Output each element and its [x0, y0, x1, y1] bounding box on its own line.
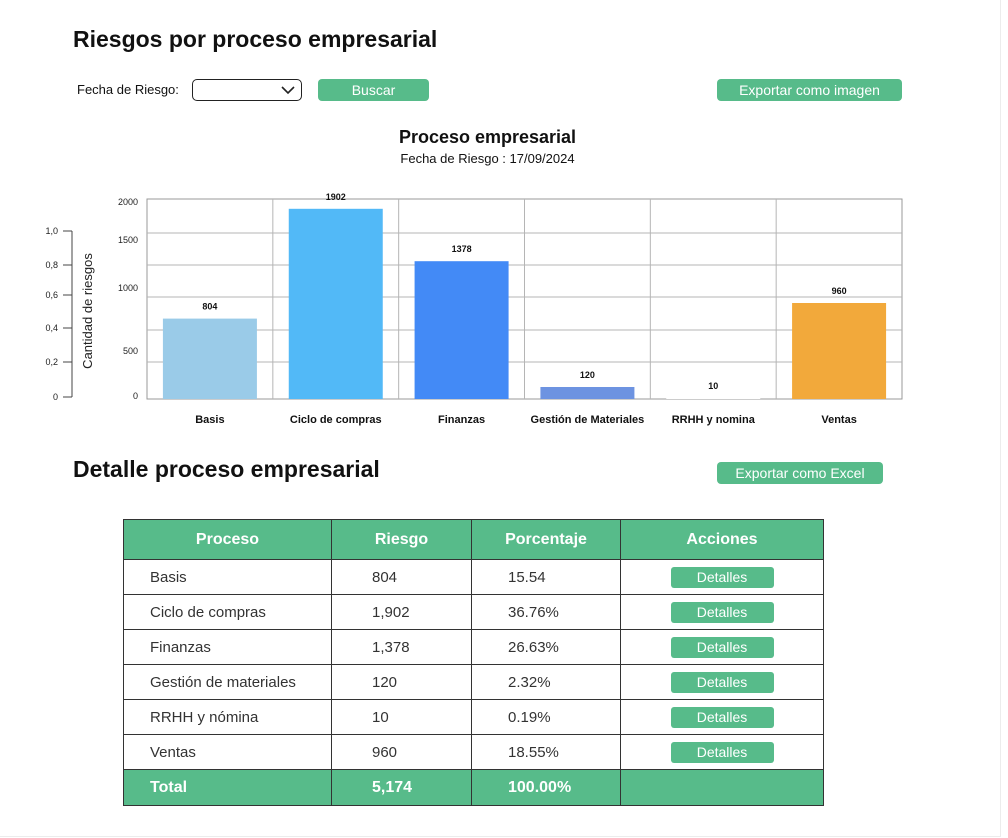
- y-tick-label: 1000: [118, 283, 138, 293]
- detail-table: Proceso Riesgo Porcentaje Acciones Basis…: [123, 519, 824, 806]
- y-axis-label: Cantidad de riesgos: [80, 253, 95, 369]
- cell-porcentaje: 15.54: [471, 559, 621, 595]
- cell-riesgo: 1,378: [331, 629, 472, 665]
- detalles-button[interactable]: Detalles: [670, 601, 774, 623]
- total-acciones: [620, 769, 824, 806]
- table-row: Ciclo de compras 1,902 36.76% Detalles: [123, 594, 824, 630]
- cell-porcentaje: 18.55%: [471, 734, 621, 770]
- cell-riesgo: 10: [331, 699, 472, 735]
- y-tick-label: 1500: [118, 235, 138, 245]
- bar: [162, 318, 257, 399]
- cell-acciones: Detalles: [620, 559, 824, 595]
- x-tick-label: Basis: [195, 414, 224, 426]
- cell-proceso: RRHH y nómina: [123, 699, 332, 735]
- total-label: Total: [123, 769, 332, 806]
- chart-title: Proceso empresarial: [398, 127, 577, 147]
- cell-proceso: Finanzas: [123, 629, 332, 665]
- cell-riesgo: 960: [331, 734, 472, 770]
- cell-proceso: Ventas: [123, 734, 332, 770]
- search-button[interactable]: Buscar: [318, 79, 429, 101]
- secondary-y-tick-label: 0,6: [45, 290, 58, 300]
- cell-proceso: Basis: [123, 559, 332, 595]
- header-porcentaje: Porcentaje: [471, 519, 621, 560]
- table-row: Ventas 960 18.55% Detalles: [123, 734, 824, 770]
- chevron-down-icon: [281, 86, 295, 95]
- cell-porcentaje: 2.32%: [471, 664, 621, 700]
- detail-title: Detalle proceso empresarial: [73, 456, 380, 482]
- bar-value-label: 1902: [326, 192, 346, 202]
- bar-chart: 2000 1500 1000 500 0 1,0 0,8 0,6 0,4 0,2 0 Cantidad…: [45, 192, 903, 426]
- y-tick-label: 0: [133, 391, 138, 401]
- x-tick-label: RRHH y nomina: [672, 414, 756, 426]
- x-tick-label: Ventas: [821, 414, 856, 426]
- detalles-button[interactable]: Detalles: [670, 741, 774, 763]
- total-porcentaje: 100.00%: [471, 769, 621, 806]
- cell-acciones: Detalles: [620, 594, 824, 630]
- table-header-row: Proceso Riesgo Porcentaje Acciones: [123, 519, 824, 560]
- table-row: Finanzas 1,378 26.63% Detalles: [123, 629, 824, 665]
- table-row: Basis 804 15.54 Detalles: [123, 559, 824, 595]
- bar: [666, 398, 761, 399]
- date-filter-label: Fecha de Riesgo:: [77, 82, 179, 97]
- cell-acciones: Detalles: [620, 629, 824, 665]
- table-total-row: Total 5,174 100.00%: [123, 769, 824, 806]
- date-select[interactable]: [192, 79, 302, 101]
- bar-value-label: 1378: [452, 244, 472, 254]
- x-tick-label: Finanzas: [438, 414, 485, 426]
- detalles-button[interactable]: Detalles: [670, 566, 774, 588]
- bar: [540, 387, 635, 399]
- header-proceso: Proceso: [123, 519, 332, 560]
- bar: [792, 303, 887, 399]
- header-acciones: Acciones: [620, 519, 824, 560]
- cell-proceso: Ciclo de compras: [123, 594, 332, 630]
- export-image-button[interactable]: Exportar como imagen: [717, 79, 902, 101]
- secondary-y-tick-label: 0,8: [45, 260, 58, 270]
- detalles-button[interactable]: Detalles: [670, 706, 774, 728]
- header-riesgo: Riesgo: [331, 519, 472, 560]
- cell-acciones: Detalles: [620, 734, 824, 770]
- chart-subtitle: Fecha de Riesgo : 17/09/2024: [400, 151, 575, 166]
- cell-riesgo: 120: [331, 664, 472, 700]
- bar-value-label: 10: [708, 381, 718, 391]
- bar: [288, 208, 383, 399]
- bar-value-label: 804: [202, 302, 217, 312]
- detalles-button[interactable]: Detalles: [670, 671, 774, 693]
- secondary-y-tick-label: 0: [53, 392, 58, 402]
- secondary-y-tick-label: 0,2: [45, 357, 58, 367]
- cell-porcentaje: 26.63%: [471, 629, 621, 665]
- bar: [414, 261, 509, 399]
- page-title: Riesgos por proceso empresarial: [73, 26, 438, 52]
- y-tick-label: 500: [123, 346, 138, 356]
- cell-acciones: Detalles: [620, 664, 824, 700]
- cell-riesgo: 804: [331, 559, 472, 595]
- secondary-y-tick-label: 0,4: [45, 323, 58, 333]
- x-tick-label: Gestión de Materiales: [531, 414, 645, 426]
- y-tick-label: 2000: [118, 197, 138, 207]
- cell-riesgo: 1,902: [331, 594, 472, 630]
- secondary-y-tick-label: 1,0: [45, 226, 58, 236]
- bar-value-label: 120: [580, 370, 595, 380]
- table-row: RRHH y nómina 10 0.19% Detalles: [123, 699, 824, 735]
- bar-value-label: 960: [832, 286, 847, 296]
- table-row: Gestión de materiales 120 2.32% Detalles: [123, 664, 824, 700]
- cell-porcentaje: 36.76%: [471, 594, 621, 630]
- cell-porcentaje: 0.19%: [471, 699, 621, 735]
- x-tick-label: Ciclo de compras: [290, 414, 382, 426]
- cell-acciones: Detalles: [620, 699, 824, 735]
- cell-proceso: Gestión de materiales: [123, 664, 332, 700]
- export-excel-button[interactable]: Exportar como Excel: [717, 462, 883, 484]
- detalles-button[interactable]: Detalles: [670, 636, 774, 658]
- total-riesgo: 5,174: [331, 769, 472, 806]
